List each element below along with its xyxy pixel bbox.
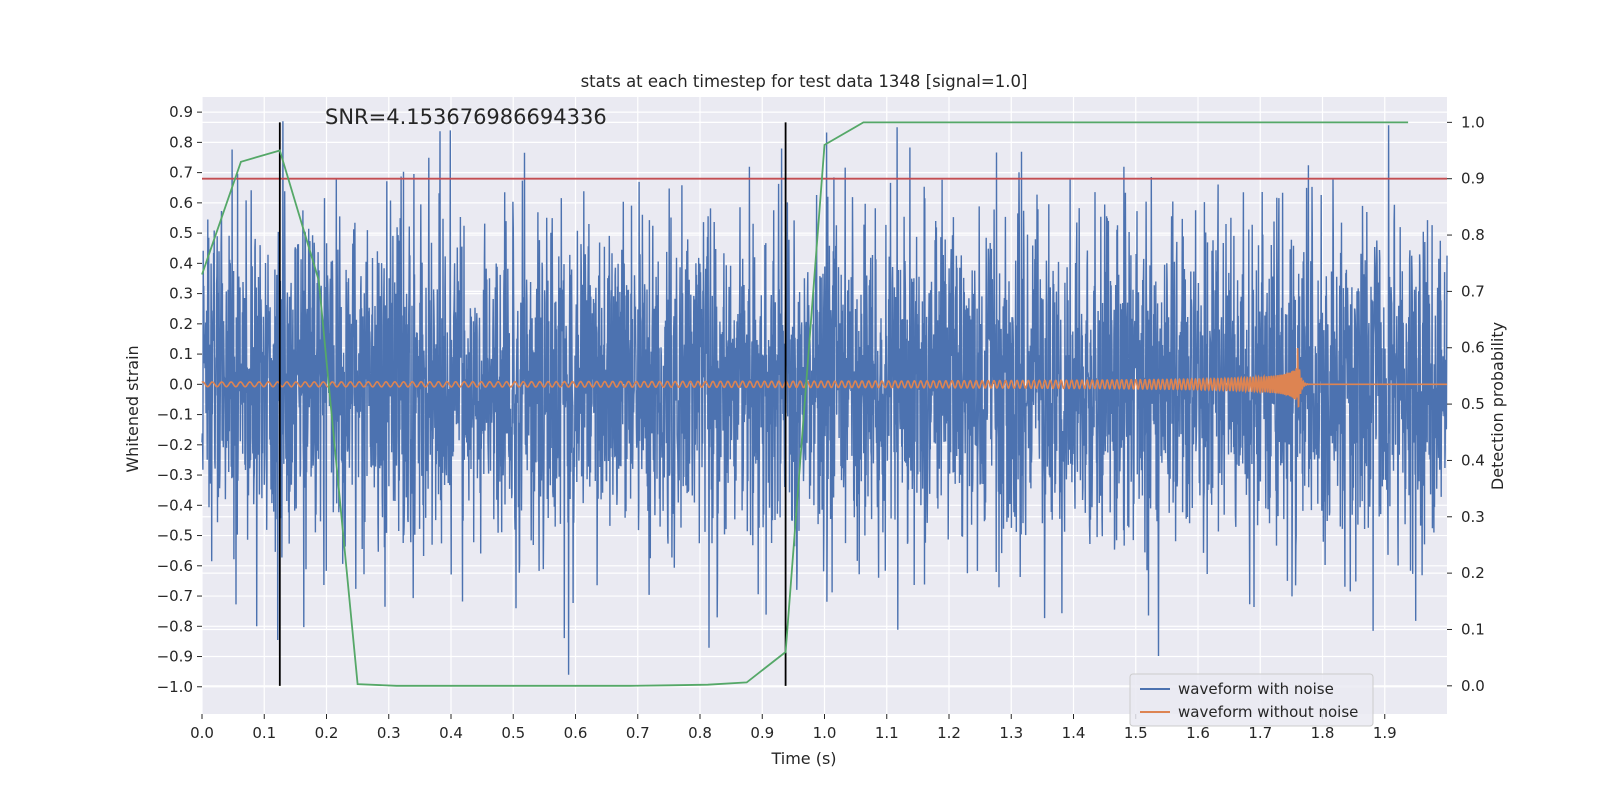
y2-tick-label: 0.5 <box>1461 395 1485 413</box>
y-tick-label: −0.4 <box>157 496 193 514</box>
y-tick-label: −1.0 <box>157 678 193 696</box>
y-axis-label: Whitened strain <box>123 345 142 472</box>
x-tick-label: 1.4 <box>1062 724 1086 742</box>
y2-axis-label: Detection probability <box>1488 322 1507 490</box>
y-tick-label: 0.2 <box>169 315 193 333</box>
x-tick-label: 0.2 <box>315 724 339 742</box>
x-tick-label: 0.6 <box>564 724 588 742</box>
y-tick-label: −0.3 <box>157 466 193 484</box>
x-tick-label: 0.4 <box>439 724 463 742</box>
y2-tick-label: 0.4 <box>1461 451 1485 469</box>
y2-tick-label: 0.2 <box>1461 564 1485 582</box>
x-tick-label: 1.6 <box>1186 724 1210 742</box>
legend-label: waveform with noise <box>1178 680 1334 698</box>
y-tick-label: 0.5 <box>169 224 193 242</box>
y2-tick-label: 0.9 <box>1461 170 1485 188</box>
x-tick-label: 1.7 <box>1248 724 1272 742</box>
x-tick-label: 1.1 <box>875 724 899 742</box>
y2-tick-label: 0.0 <box>1461 677 1485 695</box>
x-tick-label: 0.1 <box>252 724 276 742</box>
y2-tick-label: 1.0 <box>1461 113 1485 131</box>
y-tick-label: 0.9 <box>169 103 193 121</box>
y-tick-label: −0.7 <box>157 587 193 605</box>
chart-title: stats at each timestep for test data 134… <box>581 72 1028 91</box>
snr-annotation: SNR=4.153676986694336 <box>325 105 607 129</box>
x-tick-label: 0.9 <box>750 724 774 742</box>
y2-tick-label: 0.7 <box>1461 282 1485 300</box>
x-tick-label: 0.8 <box>688 724 712 742</box>
x-tick-label: 1.0 <box>813 724 837 742</box>
y-tick-label: 0.0 <box>169 375 193 393</box>
y-tick-label: 0.8 <box>169 133 193 151</box>
series-line-without-noise <box>201 347 1447 408</box>
y-tick-label: −0.2 <box>157 436 193 454</box>
y-tick-label: −0.6 <box>157 557 193 575</box>
y2-tick-label: 0.1 <box>1461 620 1485 638</box>
y-tick-label: −0.8 <box>157 617 193 635</box>
x-tick-label: 1.5 <box>1124 724 1148 742</box>
legend-box <box>1129 673 1374 727</box>
series-line-detection-probability <box>201 121 1409 687</box>
x-tick-label: 1.9 <box>1373 724 1397 742</box>
x-tick-label: 0.7 <box>626 724 650 742</box>
y2-tick-label: 0.3 <box>1461 508 1485 526</box>
y-tick-label: −0.9 <box>157 648 193 666</box>
y-tick-label: 0.6 <box>169 194 193 212</box>
x-axis-label: Time (s) <box>770 749 836 768</box>
y2-tick-label: 0.6 <box>1461 339 1485 357</box>
y-tick-label: 0.4 <box>169 254 193 272</box>
y-tick-label: −0.5 <box>157 527 193 545</box>
y-tick-label: 0.3 <box>169 285 193 303</box>
y-tick-label: 0.1 <box>169 345 193 363</box>
y2-tick-label: 0.8 <box>1461 226 1485 244</box>
x-tick-label: 0.0 <box>190 724 214 742</box>
legend-label: waveform without noise <box>1178 703 1358 721</box>
x-tick-label: 1.8 <box>1311 724 1335 742</box>
x-tick-label: 1.2 <box>937 724 961 742</box>
x-tick-label: 1.3 <box>999 724 1023 742</box>
y-tick-label: 0.7 <box>169 164 193 182</box>
x-tick-label: 0.5 <box>501 724 525 742</box>
y-tick-label: −0.1 <box>157 406 193 424</box>
x-tick-label: 0.3 <box>377 724 401 742</box>
